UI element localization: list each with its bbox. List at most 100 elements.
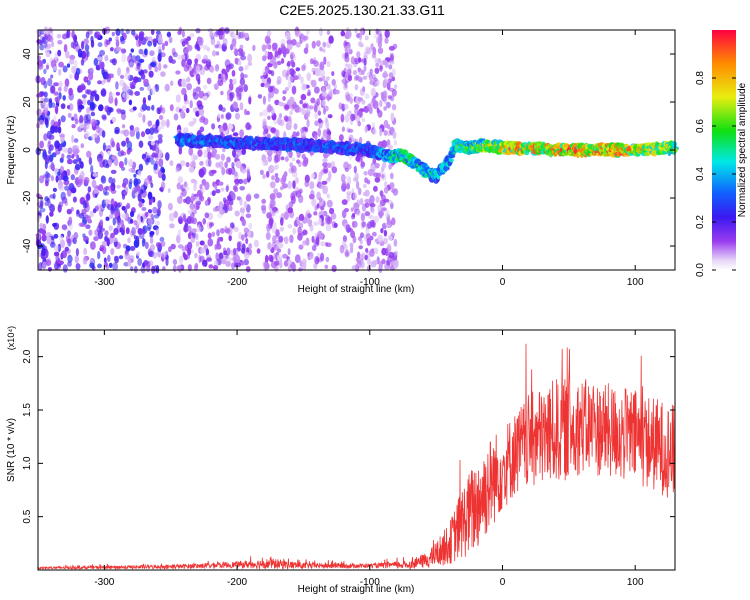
spectrogram-noise-speckle (172, 264, 177, 273)
spectrogram-noise-speckle (364, 254, 368, 261)
spectrogram-noise-speckle (114, 97, 118, 107)
spectrogram-noise-speckle (187, 58, 192, 66)
spectrogram-noise-speckle (165, 152, 170, 161)
spectrogram-noise-speckle (273, 154, 279, 164)
spectrogram-noise-speckle (308, 105, 314, 110)
spectrogram-noise-speckle (390, 112, 395, 122)
spectrogram-noise-speckle (116, 108, 122, 115)
spectrogram-noise-speckle (360, 161, 366, 168)
spectrogram-noise-speckle (111, 58, 117, 66)
spectrogram-noise-speckle (156, 119, 160, 126)
spectrogram-noise-speckle (195, 205, 199, 210)
spectrogram-noise-speckle (151, 56, 156, 63)
spectrogram-noise-speckle (350, 207, 354, 212)
spectrogram-noise-speckle (236, 92, 240, 97)
spectrogram-noise-speckle (99, 219, 104, 226)
spectrogram-noise-speckle (218, 181, 224, 186)
spectrogram-noise-speckle (271, 175, 275, 181)
spectrogram-noise-speckle (154, 66, 159, 73)
spectrogram-noise-speckle (235, 256, 240, 261)
spectrogram-noise-speckle (363, 171, 368, 176)
spectrogram-noise-speckle (199, 37, 204, 46)
spectrogram-noise-speckle (57, 118, 61, 127)
y-tick-label: 0.5 (22, 509, 33, 523)
spectrogram-noise-speckle (132, 106, 137, 111)
spectrogram-noise-speckle (352, 69, 358, 76)
spectrogram-noise-speckle (323, 56, 327, 65)
spectrogram-noise-speckle (121, 182, 127, 188)
spectrogram-noise-speckle (289, 162, 294, 168)
spectrogram-noise-speckle (278, 235, 284, 243)
y-tick-label: -40 (22, 238, 33, 253)
spectrogram-noise-speckle (217, 113, 221, 119)
spectrogram-noise-speckle (68, 216, 73, 225)
spectrogram-noise-speckle (53, 65, 57, 71)
spectrogram-noise-speckle (300, 93, 307, 101)
spectrogram-noise-speckle (323, 80, 329, 87)
spectrogram-noise-speckle (376, 107, 380, 114)
spectrogram-noise-speckle (98, 104, 104, 112)
spectrogram-noise-speckle (222, 197, 227, 203)
spectrogram-noise-speckle (116, 184, 121, 189)
spectrogram-noise-speckle (48, 134, 55, 140)
spectrogram-noise-speckle (384, 265, 390, 270)
spectrogram-noise-speckle (233, 247, 237, 256)
spectrogram-noise-speckle (129, 125, 134, 131)
spectrogram-noise-speckle (75, 248, 79, 257)
spectrogram-noise-speckle (137, 228, 143, 235)
spectrogram-noise-speckle (383, 186, 389, 194)
x-tick-label: -200 (227, 277, 247, 288)
spectrogram-noise-speckle (244, 64, 249, 71)
spectrogram-noise-speckle (73, 59, 78, 69)
colorbar-tick-label: 0.8 (695, 71, 706, 85)
spectrogram-noise-speckle (273, 188, 278, 195)
spectrogram-noise-speckle (283, 115, 289, 121)
spectrogram-noise-speckle (318, 27, 323, 37)
spectrogram-noise-speckle (330, 212, 337, 220)
spectrogram-noise-speckle (192, 88, 197, 97)
spectrogram-noise-speckle (191, 160, 196, 168)
spectrogram-noise-speckle (392, 131, 397, 139)
spectrogram-noise-speckle (98, 184, 104, 192)
spectrogram-noise-speckle (381, 247, 387, 256)
spectrogram-noise-speckle (308, 252, 315, 260)
spectrogram-noise-speckle (37, 60, 43, 68)
spectrogram-noise-speckle (302, 103, 308, 109)
spectrogram-noise-speckle (274, 176, 280, 183)
spectrogram-noise-speckle (187, 241, 193, 250)
spectrogram-noise-speckle (161, 173, 166, 181)
spectrogram-noise-speckle (216, 229, 220, 237)
spectrogram-noise-speckle (239, 44, 244, 50)
spectrogram-noise-speckle (70, 187, 77, 194)
spectrogram-noise-speckle (203, 244, 208, 250)
spectrogram-noise-speckle (146, 157, 152, 163)
spectrogram-noise-speckle (215, 162, 221, 168)
spectrogram-noise-speckle (148, 70, 154, 78)
spectrogram-noise-speckle (241, 247, 246, 254)
spectrogram-noise-speckle (103, 78, 107, 83)
spectrogram-noise-speckle (225, 261, 232, 267)
spectrogram-noise-speckle (67, 105, 70, 110)
spectrogram-noise-speckle (114, 126, 120, 133)
spectrogram-noise-speckle (211, 148, 218, 155)
spectrogram-noise-speckle (43, 80, 48, 89)
x-tick-label: 100 (627, 277, 644, 288)
spectrogram-noise-speckle (263, 154, 267, 163)
spectrogram-noise-speckle (120, 38, 126, 45)
spectrogram-noise-speckle (383, 129, 388, 136)
spectrogram-noise-speckle (110, 137, 115, 147)
spectrogram-noise-speckle (41, 247, 46, 256)
spectrogram-noise-speckle (308, 220, 312, 227)
spectrogram-noise-speckle (358, 245, 364, 250)
spectrogram-noise-speckle (276, 60, 282, 66)
spectrogram-noise-speckle (71, 154, 75, 159)
spectrogram-noise-speckle (371, 122, 376, 128)
spectrogram-noise-speckle (155, 265, 160, 274)
spectrogram-noise-speckle (198, 168, 205, 178)
spectrogram-noise-speckle (374, 162, 380, 169)
spectrogram-noise-speckle (354, 104, 359, 110)
spectrogram-noise-speckle (270, 261, 277, 269)
spectrogram-noise-speckle (315, 237, 320, 246)
spectrogram-noise-speckle (157, 36, 163, 44)
